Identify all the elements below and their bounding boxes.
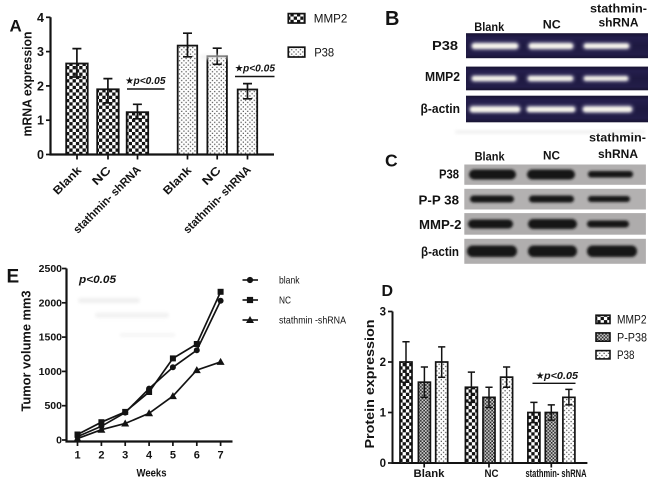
svg-text:blank: blank (279, 275, 300, 287)
svg-text:1: 1 (37, 114, 44, 128)
svg-text:Blank: Blank (474, 20, 504, 34)
svg-text:0: 0 (380, 458, 386, 470)
svg-text:0: 0 (56, 435, 62, 447)
svg-text:Blank: Blank (161, 164, 194, 197)
svg-text:p<0.05: p<0.05 (132, 76, 165, 87)
svg-text:stathmin-: stathmin- (590, 2, 647, 16)
svg-text:2: 2 (37, 79, 44, 93)
svg-text:2: 2 (380, 357, 386, 369)
svg-text:Protein expression: Protein expression (363, 320, 377, 449)
svg-text:Blank: Blank (414, 468, 446, 480)
svg-text:MMP-2: MMP-2 (419, 218, 462, 232)
svg-text:P-P38: P-P38 (617, 332, 647, 344)
svg-text:1500: 1500 (39, 332, 63, 344)
svg-text:NC: NC (543, 18, 561, 32)
svg-text:1: 1 (380, 408, 387, 420)
svg-text:3: 3 (380, 307, 386, 319)
svg-text:β-actin: β-actin (421, 102, 461, 116)
svg-text:A: A (10, 17, 22, 36)
svg-text:E: E (7, 267, 20, 288)
svg-text:D: D (382, 283, 394, 300)
svg-text:P38: P38 (439, 168, 459, 182)
svg-text:P38: P38 (432, 39, 458, 53)
svg-text:★: ★ (235, 63, 244, 73)
svg-text:Tumor volume mm3: Tumor volume mm3 (19, 291, 34, 412)
svg-text:NC: NC (200, 165, 223, 188)
svg-text:MMP2: MMP2 (425, 70, 460, 84)
svg-text:2: 2 (98, 450, 104, 462)
svg-text:1000: 1000 (39, 366, 63, 378)
svg-text:stathmin- shRNA: stathmin- shRNA (526, 468, 587, 480)
svg-text:NC: NC (279, 295, 291, 307)
svg-text:Blank: Blank (51, 164, 84, 197)
svg-text:NC: NC (543, 149, 560, 163)
svg-text:Weeks: Weeks (137, 468, 167, 480)
svg-text:5: 5 (170, 450, 176, 462)
svg-text:3: 3 (122, 450, 128, 462)
svg-text:stathmin -shRNA: stathmin -shRNA (279, 315, 346, 327)
svg-text:500: 500 (44, 400, 62, 412)
svg-text:C: C (385, 151, 398, 171)
svg-text:P-P 38: P-P 38 (419, 194, 460, 208)
svg-text:mRNA expression: mRNA expression (21, 32, 35, 137)
svg-text:0: 0 (37, 148, 44, 162)
svg-text:β-actin: β-actin (421, 245, 459, 259)
svg-text:shRNA: shRNA (599, 16, 639, 30)
svg-text:4: 4 (37, 11, 44, 25)
svg-text:NC: NC (485, 468, 499, 480)
svg-text:Blank: Blank (475, 150, 505, 164)
svg-text:p<0.05: p<0.05 (242, 64, 275, 75)
svg-text:p<0.05: p<0.05 (543, 371, 579, 382)
svg-text:7: 7 (218, 450, 224, 462)
svg-text:shRNA: shRNA (598, 147, 638, 161)
svg-text:2500: 2500 (39, 263, 63, 275)
svg-text:MMP2: MMP2 (617, 315, 647, 327)
svg-text:MMP2: MMP2 (314, 12, 348, 26)
svg-text:4: 4 (146, 450, 153, 462)
svg-text:★: ★ (126, 76, 135, 86)
svg-text:p<0.05: p<0.05 (78, 274, 117, 286)
svg-text:6: 6 (194, 450, 200, 462)
svg-text:3: 3 (37, 45, 44, 59)
svg-text:★: ★ (536, 371, 545, 381)
svg-text:P38: P38 (617, 350, 635, 362)
svg-text:B: B (385, 8, 399, 30)
svg-text:1: 1 (74, 450, 80, 462)
svg-text:NC: NC (90, 165, 113, 188)
svg-text:2000: 2000 (39, 297, 63, 309)
svg-text:P38: P38 (314, 46, 334, 60)
svg-text:stathmin-: stathmin- (589, 131, 646, 145)
